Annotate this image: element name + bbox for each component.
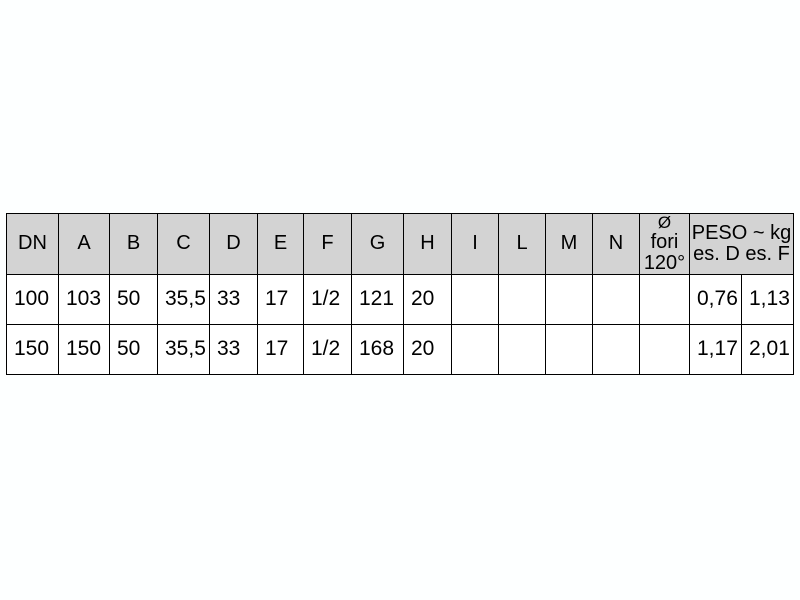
- cell-d: 33: [209, 273, 258, 325]
- column-header-a: A: [58, 213, 110, 275]
- cell-b: 50: [109, 323, 158, 375]
- cell-f: 1/2: [303, 323, 352, 375]
- cell-f: 1/2: [303, 273, 352, 325]
- table-row: 100 103 50 35,5 33 17 1/2 121 20 0,76 1,…: [6, 273, 794, 325]
- cell-weight-d: 1,17: [689, 323, 742, 375]
- cell-m: [545, 273, 593, 325]
- cell-c: 35,5: [157, 323, 210, 375]
- cell-g: 168: [351, 323, 404, 375]
- table-header-row: DN A B C D E F G H I L M N Ø fori 120°: [6, 213, 794, 275]
- cell-l: [498, 323, 546, 375]
- dimension-spec-table: DN A B C D E F G H I L M N Ø fori 120°: [6, 213, 794, 375]
- holes-label: fori: [650, 230, 679, 253]
- holes-angle-label: 120°: [643, 251, 686, 274]
- column-header-b: B: [109, 213, 158, 275]
- cell-holes-diameter: [639, 273, 690, 325]
- column-header-i: I: [451, 213, 499, 275]
- column-header-l: L: [498, 213, 546, 275]
- table-row: 150 150 50 35,5 33 17 1/2 168 20 1,17 2,…: [6, 323, 794, 375]
- diameter-symbol-icon: Ø: [657, 213, 672, 232]
- cell-n: [592, 273, 640, 325]
- cell-c: 35,5: [157, 273, 210, 325]
- column-header-dn: DN: [6, 213, 59, 275]
- cell-m: [545, 323, 593, 375]
- cell-weight-f: 2,01: [741, 323, 794, 375]
- cell-a: 150: [58, 323, 110, 375]
- column-header-e: E: [257, 213, 304, 275]
- cell-dn: 100: [6, 273, 59, 325]
- cell-i: [451, 273, 499, 325]
- cell-h: 20: [403, 323, 452, 375]
- column-header-n: N: [592, 213, 640, 275]
- column-header-m: M: [545, 213, 593, 275]
- cell-n: [592, 323, 640, 375]
- column-header-g: G: [351, 213, 404, 275]
- cell-h: 20: [403, 273, 452, 325]
- column-header-holes-diameter: Ø fori 120°: [639, 213, 690, 275]
- weight-unit-label: PESO ~ kg: [691, 221, 792, 244]
- column-header-h: H: [403, 213, 452, 275]
- cell-e: 17: [257, 323, 304, 375]
- cell-weight-f: 1,13: [741, 273, 794, 325]
- cell-d: 33: [209, 323, 258, 375]
- column-header-c: C: [157, 213, 210, 275]
- cell-e: 17: [257, 273, 304, 325]
- cell-a: 103: [58, 273, 110, 325]
- column-header-weight: PESO ~ kg es. D es. F: [689, 213, 794, 275]
- spec-table-container: DN A B C D E F G H I L M N Ø fori 120°: [6, 213, 794, 375]
- weight-variants-label: es. D es. F: [693, 242, 790, 265]
- cell-i: [451, 323, 499, 375]
- cell-dn: 150: [6, 323, 59, 375]
- cell-g: 121: [351, 273, 404, 325]
- cell-weight-d: 0,76: [689, 273, 742, 325]
- cell-b: 50: [109, 273, 158, 325]
- column-header-f: F: [303, 213, 352, 275]
- cell-l: [498, 273, 546, 325]
- column-header-d: D: [209, 213, 258, 275]
- cell-holes-diameter: [639, 323, 690, 375]
